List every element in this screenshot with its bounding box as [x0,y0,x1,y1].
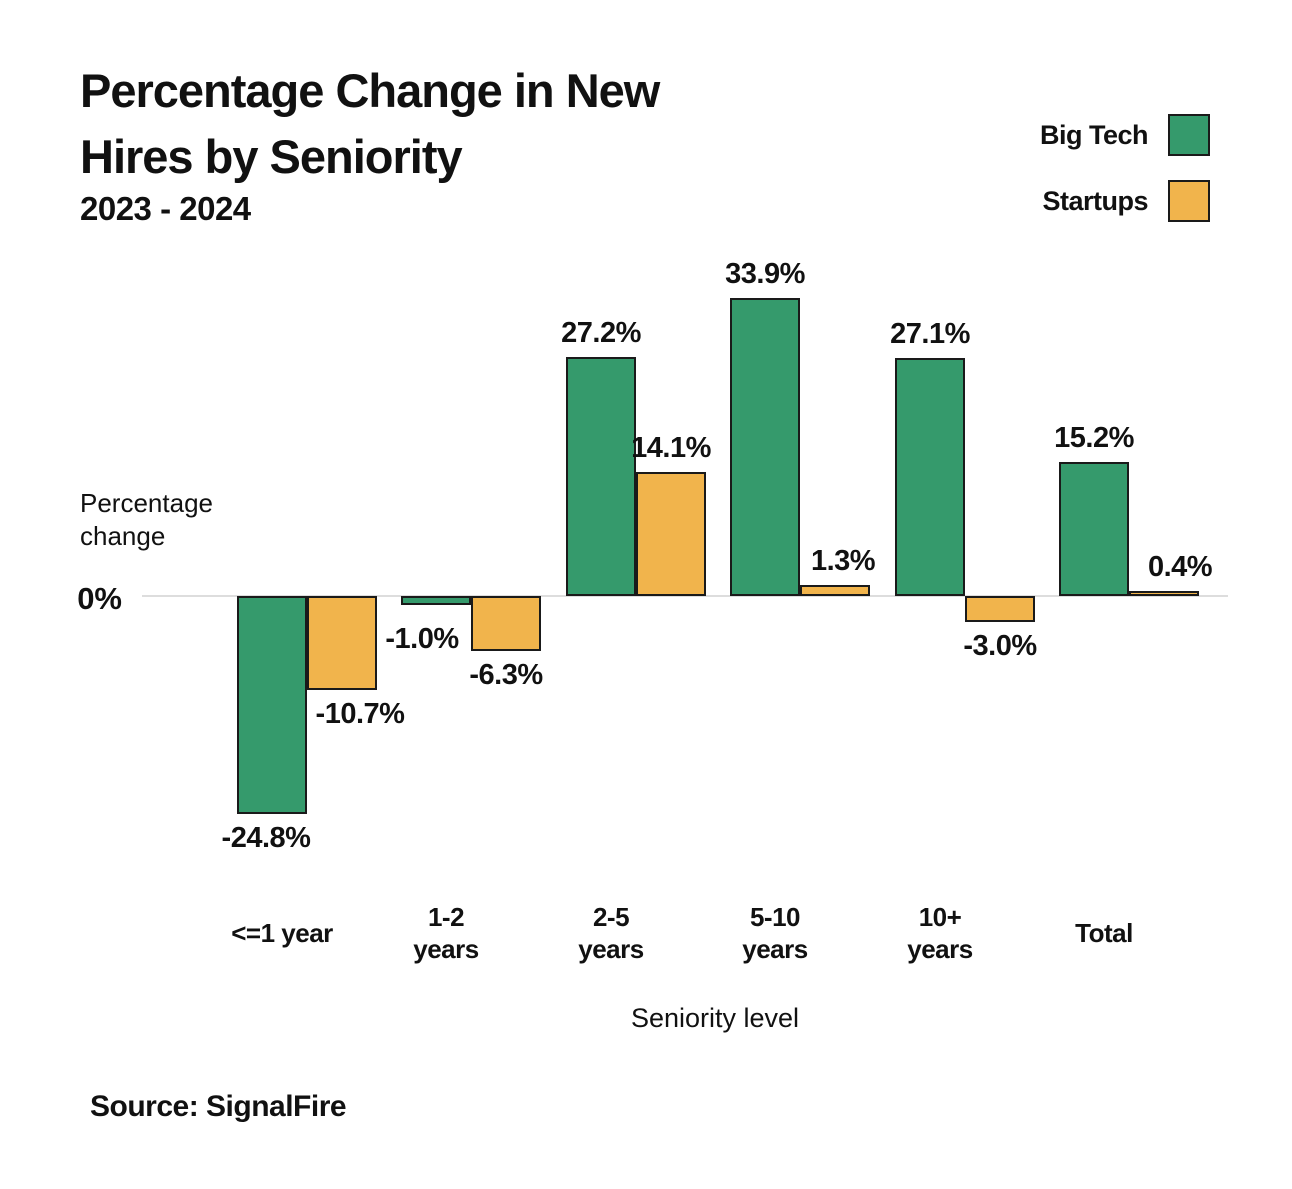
x-axis-label-line: Total [1075,918,1133,948]
x-axis-label-5-10-years: 5-10 years [690,901,860,965]
bar-big-tech-1-year [237,596,307,814]
x-axis-label-2-5-years: 2-5 years [526,901,696,965]
value-label-startups-total: 0.4% [1147,551,1213,583]
x-axis-label-10-years: 10+ years [855,901,1025,965]
legend-swatch-big-tech [1168,114,1210,156]
bar-startups-1-year [307,596,377,690]
value-label-big-tech-1-2-years: -1.0% [385,623,459,655]
value-label-startups-2-5-years: 14.1% [631,432,711,464]
y-axis-title-line-1: Percentage [80,488,213,518]
legend-label-big-tech: Big Tech [1039,119,1149,150]
x-axis-label-line: years [742,934,808,964]
value-label-big-tech-2-5-years: 27.2% [561,317,641,349]
chart-title-line-1: Percentage Change in New [80,64,660,117]
bar-big-tech-5-10-years [730,298,800,596]
value-label-big-tech-10-years: 27.1% [890,318,970,350]
legend-swatch-startups [1168,180,1210,222]
bar-startups-1-2-years [471,596,541,651]
chart-subtitle: 2023 - 2024 [80,190,251,227]
value-label-big-tech-total: 15.2% [1054,422,1134,454]
bar-startups-5-10-years [800,585,870,596]
value-label-startups-5-10-years: 1.3% [810,545,876,577]
x-axis-label-line: 2-5 [592,902,630,932]
bar-big-tech-1-2-years [401,596,471,605]
bar-big-tech-10-years [895,358,965,596]
legend-label-startups: Startups [1042,185,1148,216]
source-credit: Source: SignalFire [90,1090,347,1123]
bar-big-tech-2-5-years [566,357,636,596]
chart-title-line-2: Hires by Seniority [80,130,463,183]
bar-startups-total [1129,591,1199,596]
x-axis-label-line: 5-10 [749,902,801,932]
y-axis-zero-tick: 0% [77,581,122,616]
x-axis-label-1-2-years: 1-2 years [361,901,531,965]
x-axis-title: Seniority level [630,1003,800,1033]
value-label-startups-1-year: -10.7% [315,698,405,730]
value-label-startups-10-years: -3.0% [963,630,1037,662]
chart-title: Percentage Change in New Hires by Senior… [80,58,660,190]
legend-item-big-tech: Big Tech [1000,112,1210,158]
value-label-big-tech-1-year: -24.8% [221,822,311,854]
bar-big-tech-total [1059,462,1129,596]
y-axis-title: Percentage change [80,487,213,553]
value-label-startups-1-2-years: -6.3% [469,659,543,691]
bar-startups-10-years [965,596,1035,622]
legend-item-startups: Startups [1000,178,1210,224]
x-axis-label-line: years [578,934,644,964]
x-axis-label-line: 10+ [918,902,962,932]
y-axis-title-line-2: change [80,521,166,551]
x-axis-label-total: Total [1019,901,1189,965]
bar-startups-2-5-years [636,472,706,596]
x-axis-label-1-year: <=1 year [197,901,367,965]
x-axis-label-line: 1-2 [427,902,465,932]
x-axis-label-line: <=1 year [231,918,333,948]
x-axis-label-line: years [413,934,479,964]
x-axis-label-line: years [907,934,973,964]
zero-baseline [142,595,1228,597]
value-label-big-tech-5-10-years: 33.9% [725,258,805,290]
